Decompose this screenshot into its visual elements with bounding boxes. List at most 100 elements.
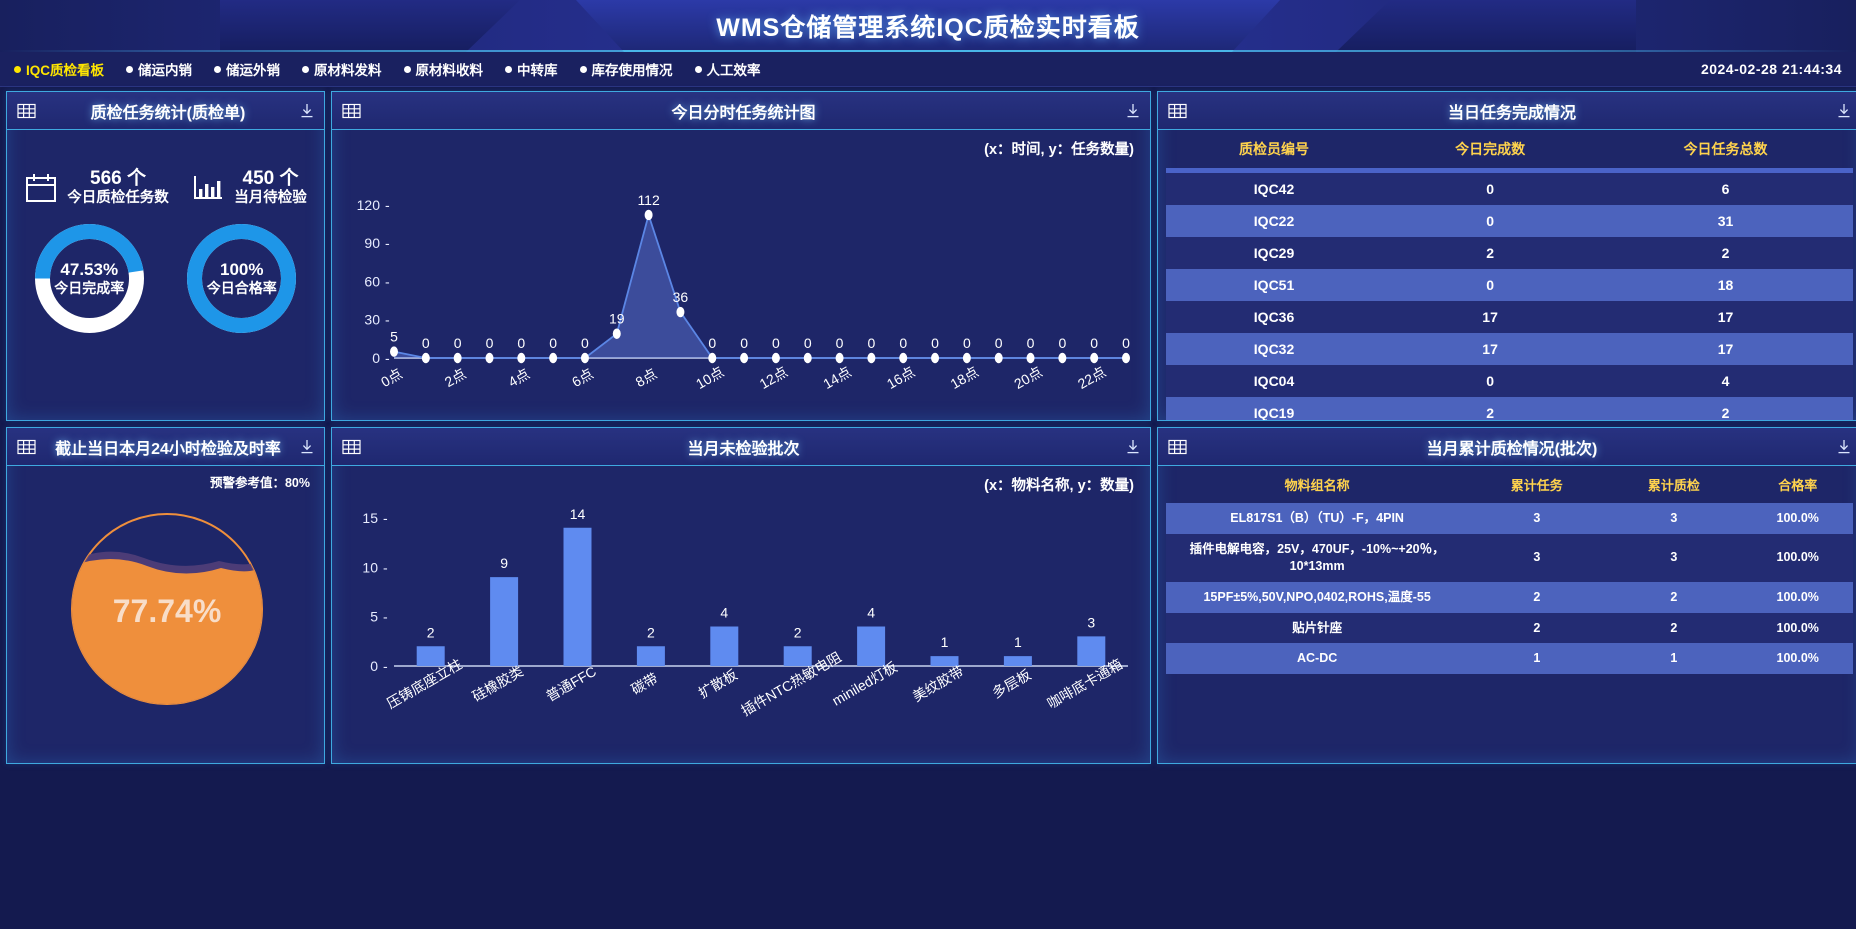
table-row[interactable]: 插件电解电容，25V，470UF，-10%~+20％，10*13mm 3 3 100.… <box>1166 533 1853 582</box>
gauge-value: 77.74% <box>113 593 222 629</box>
table-scroll-area[interactable]: 物料组名称 累计任务 累计质检 合格率 EL817S1（B）（TU）-F，4PIN 3 3… <box>1158 466 1856 763</box>
svg-text:2: 2 <box>794 624 802 640</box>
header-underline <box>1166 168 1853 173</box>
svg-text:0: 0 <box>1027 335 1035 351</box>
svg-text:-: - <box>385 312 390 328</box>
nav-item-list: IQC质检看板 储运内销 储运外销 原材料发料 原材料收料 中转库 库存使用情况 人工效率 <box>14 59 1701 79</box>
table-cell: 6 <box>1598 173 1853 205</box>
table-scroll-area[interactable]: 质检员编号 今日完成数 今日任务总数 IQC42 0 6 IQC22 0 31 IQC29 2 2 I… <box>1158 130 1856 420</box>
svg-text:5: 5 <box>370 609 378 625</box>
nav-item-4[interactable]: 原材料收料 <box>403 59 484 79</box>
panel-header: 当月未检验批次 <box>332 428 1150 466</box>
svg-text:-: - <box>385 350 390 366</box>
panel-header: 当月累计质检情况(批次) <box>1158 428 1856 466</box>
svg-text:20点: 20点 <box>1011 363 1045 392</box>
current-datetime: 2024-02-28 21:44:34 <box>1700 61 1842 77</box>
nav-item-6[interactable]: 库存使用情况 <box>579 59 673 79</box>
svg-text:硅橡胶类: 硅橡胶类 <box>469 663 525 705</box>
svg-text:60: 60 <box>364 273 380 289</box>
table-cell: 4 <box>1598 365 1853 397</box>
svg-text:0: 0 <box>899 335 907 351</box>
header-center-shape <box>576 0 1280 52</box>
svg-text:0: 0 <box>1058 335 1066 351</box>
donut-pass-rate: 100% 今日合格率 <box>184 221 299 336</box>
table-row[interactable]: IQC22 0 31 <box>1166 205 1853 237</box>
header-left-wing <box>220 0 520 52</box>
table-cell: 2 <box>1382 237 1599 269</box>
table-row[interactable]: EL817S1（B）（TU）-F，4PIN 3 3 100.0% <box>1166 503 1853 534</box>
bullet-icon <box>505 65 513 73</box>
table-row[interactable]: IQC51 0 18 <box>1166 269 1853 301</box>
table-row[interactable]: IQC04 0 4 <box>1166 365 1853 397</box>
table-cell: 100.0% <box>1742 533 1853 582</box>
table-cell: 100.0% <box>1742 581 1853 613</box>
table-head: 物料组名称 累计任务 累计质检 合格率 <box>1166 466 1853 503</box>
kpi-row: 566 个 今日质检任务数 <box>7 130 324 207</box>
panel-title: 截止当日本月24小时检验及时率 <box>55 440 281 458</box>
panel-header: 截止当日本月24小时检验及时率 <box>7 428 324 466</box>
main-navigation: IQC质检看板 储运内销 储运外销 原材料发料 原材料收料 中转库 库存使用情况 人工效率 2… <box>0 52 1856 87</box>
table-cell: IQC22 <box>1166 205 1383 237</box>
download-icon[interactable] <box>300 439 314 455</box>
nav-item-label: 原材料收料 <box>415 63 484 78</box>
table-row[interactable]: AC-DC 1 1 100.0% <box>1166 643 1853 675</box>
panel-today-task-completion: 当日任务完成情况 质检员编号 今日完成数 今日任务总数 IQC42 0 6 IQC22 0 3… <box>1157 91 1856 421</box>
svg-text:-: - <box>383 559 388 575</box>
table-row[interactable]: IQC29 2 2 <box>1166 237 1853 269</box>
panel-header: 当日任务完成情况 <box>1158 92 1856 130</box>
svg-text:0: 0 <box>517 335 525 351</box>
svg-text:3: 3 <box>1087 614 1095 630</box>
svg-text:8点: 8点 <box>633 365 660 390</box>
svg-text:22点: 22点 <box>1075 363 1109 392</box>
table-row[interactable]: IQC36 17 17 <box>1166 301 1853 333</box>
table-cell: 3 <box>1605 503 1743 534</box>
panel-body: (x：物料名称, y：数量) 0-5-10-15-2 压铸底座立柱 9 硅橡胶类 14 普… <box>332 466 1150 763</box>
nav-item-5[interactable]: 中转库 <box>505 59 558 79</box>
table-row[interactable]: IQC19 2 2 <box>1166 397 1853 420</box>
table-row[interactable]: IQC42 0 6 <box>1166 173 1853 205</box>
nav-item-0[interactable]: IQC质检看板 <box>14 59 104 79</box>
svg-text:2点: 2点 <box>442 365 469 390</box>
column-header-0: 物料组名称 <box>1284 478 1350 493</box>
svg-text:0: 0 <box>1122 335 1130 351</box>
nav-item-2[interactable]: 储运外销 <box>214 59 280 79</box>
bullet-icon <box>14 65 21 73</box>
bullet-icon <box>126 65 134 73</box>
svg-text:19: 19 <box>609 311 625 327</box>
table-cell: 17 <box>1382 333 1599 365</box>
header-underline <box>0 50 1856 52</box>
axis-note: (x：物料名称, y：数量) <box>984 478 1134 494</box>
table-row[interactable]: 贴片针座 2 2 100.0% <box>1166 612 1853 644</box>
download-icon[interactable] <box>1126 103 1140 119</box>
donut-label: 今日合格率 <box>206 280 277 297</box>
svg-text:14: 14 <box>570 506 586 522</box>
table-cell: 2 <box>1598 397 1853 420</box>
svg-text:扩散板: 扩散板 <box>696 666 740 701</box>
nav-item-label: 储运内销 <box>138 63 193 78</box>
svg-text:0: 0 <box>740 335 748 351</box>
table-cell: 3 <box>1468 503 1606 534</box>
donut-value: 100% <box>220 259 264 279</box>
svg-text:-: - <box>385 235 390 251</box>
column-header-2: 累计质检 <box>1647 478 1700 493</box>
nav-item-1[interactable]: 储运内销 <box>126 59 192 79</box>
svg-text:0: 0 <box>963 335 971 351</box>
table-cell: IQC04 <box>1166 365 1383 397</box>
download-icon[interactable] <box>300 103 314 119</box>
bullet-icon <box>302 65 310 73</box>
nav-item-7[interactable]: 人工效率 <box>694 59 761 79</box>
download-icon[interactable] <box>1837 103 1851 119</box>
svg-text:多层板: 多层板 <box>989 666 1033 701</box>
bullet-icon <box>579 65 587 73</box>
svg-text:1: 1 <box>1014 634 1022 650</box>
table-header-row: 质检员编号 今日完成数 今日任务总数 <box>1166 130 1853 168</box>
table-cell: 2 <box>1598 237 1853 269</box>
dashboard-header: WMS仓储管理系统IQC质检实时看板 <box>0 0 1856 52</box>
download-icon[interactable] <box>1126 439 1140 455</box>
nav-item-3[interactable]: 原材料发料 <box>302 59 382 79</box>
table-row[interactable]: IQC32 17 17 <box>1166 333 1853 365</box>
download-icon[interactable] <box>1837 439 1851 455</box>
table-row[interactable]: 15PF±5%,50V,NPO,0402,ROHS,温度-55 2 2 100.0% <box>1166 581 1853 613</box>
svg-text:4点: 4点 <box>505 365 532 390</box>
today-task-table: 质检员编号 今日完成数 今日任务总数 IQC42 0 6 IQC22 0 31 IQC29 2 2 I… <box>1166 130 1853 420</box>
